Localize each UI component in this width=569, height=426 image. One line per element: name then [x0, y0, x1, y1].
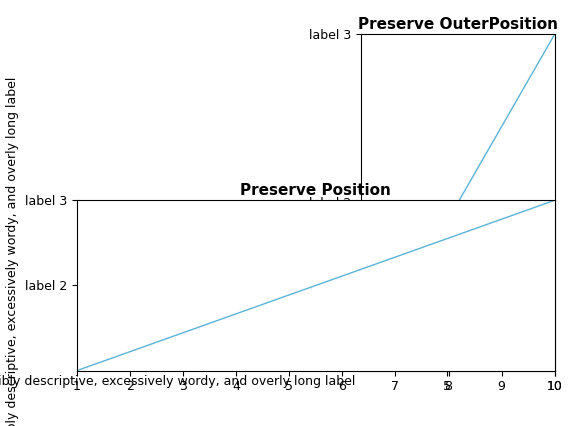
Title: Preserve Position: Preserve Position — [240, 183, 391, 198]
Text: My incredibly descriptive, excessively wordy, and overly long label: My incredibly descriptive, excessively w… — [0, 375, 356, 388]
Title: Preserve OuterPosition: Preserve OuterPosition — [358, 17, 558, 32]
Y-axis label: My incredibly descriptive, excessively wordy, and overly long label: My incredibly descriptive, excessively w… — [6, 76, 19, 426]
